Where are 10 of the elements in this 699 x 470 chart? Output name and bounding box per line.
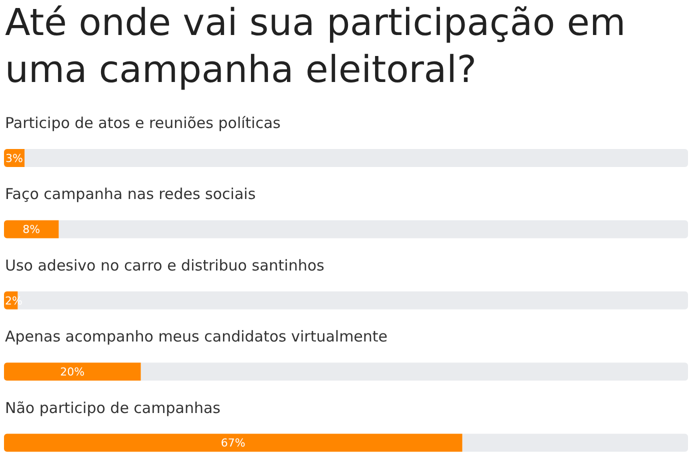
data-label: 8% — [22, 223, 40, 236]
y-tick-label: Não participo de campanhas — [5, 398, 221, 417]
y-tick-label: Faço campanha nas redes sociais — [5, 185, 256, 204]
chart-title: Até onde vai sua participação em uma campanha eleitoral? — [5, 1, 626, 91]
y-tick-label: Apenas acompanho meus candidatos virtualmente — [5, 328, 388, 346]
data-label: 3% — [6, 152, 23, 165]
y-tick-label: Uso adesivo no carro e distribuo santinhos — [5, 256, 325, 274]
data-label: 20% — [60, 365, 85, 378]
data-label: 67% — [220, 436, 246, 450]
y-tick-label: Participo de atos e reuniões políticas — [5, 114, 281, 132]
